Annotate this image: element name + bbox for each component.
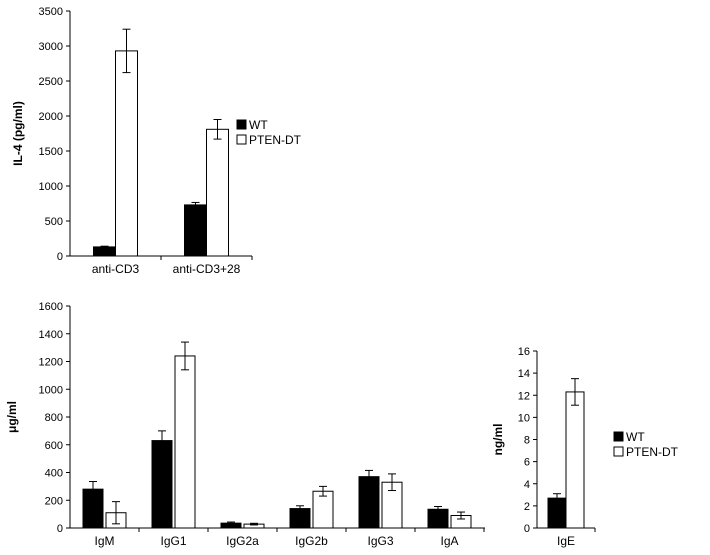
chart-3-y-axis-label: ng/ml — [491, 424, 505, 456]
chart-3-y-tick-label: 12 — [518, 390, 530, 402]
chart-2-y-tick-label: 1400 — [39, 329, 63, 341]
chart-1-category-label: anti-CD3 — [92, 262, 140, 276]
chart-1-y-axis-label: IL-4 (pg/ml) — [11, 101, 25, 166]
chart-2-category-label: IgM — [94, 534, 114, 548]
chart-2-category-label: IgG1 — [160, 534, 186, 548]
chart-3-y-tick-label: 8 — [524, 435, 530, 447]
chart-2-y-tick-label: 200 — [45, 495, 63, 507]
chart-2-y-tick-label: 800 — [45, 412, 63, 424]
chart-2-category-label: IgA — [440, 534, 458, 548]
chart-1-y-tick-label: 1000 — [39, 181, 63, 193]
chart-3-legend-label-pten-dt: PTEN-DT — [626, 445, 679, 459]
chart-1-y-tick-label: 3000 — [39, 41, 63, 53]
chart-1-y-tick-label: 2500 — [39, 76, 63, 88]
chart-2-bar-pten-dt-igg2b — [312, 490, 334, 529]
chart-3-y-tick-label: 10 — [518, 412, 530, 424]
chart-2-y-axis-label: μg/ml — [5, 401, 19, 433]
chart-3-y-tick-label: 4 — [524, 479, 530, 491]
chart-3-y-tick-label: 16 — [518, 346, 530, 358]
chart-2-y-tick-label: 0 — [57, 523, 63, 535]
chart-1-y-tick-label: 3500 — [39, 6, 63, 18]
chart-3-y-tick-label: 0 — [524, 523, 530, 535]
chart-3-y-tick-label: 2 — [524, 501, 530, 513]
chart-1-bar-pten-dt-anti-cd3+28 — [206, 128, 229, 257]
chart-3-legend-swatch-wt — [613, 431, 624, 442]
chart-2-bar-wt-igg3 — [358, 476, 380, 529]
chart-1-bar-pten-dt-anti-cd3 — [115, 50, 138, 257]
chart-2-category-label: IgG2b — [295, 534, 328, 548]
chart-1-bar-wt-anti-cd3+28 — [184, 204, 207, 257]
chart-1-bar-wt-anti-cd3 — [93, 246, 116, 257]
chart-1-legend-label-wt: WT — [249, 118, 268, 132]
chart-1-category-label: anti-CD3+28 — [173, 262, 241, 276]
chart-3-y-tick-label: 14 — [518, 368, 530, 380]
chart-3-category-label: IgE — [557, 534, 575, 548]
chart-1-legend-swatch-pten-dt — [236, 134, 247, 145]
chart-2-y-tick-label: 400 — [45, 468, 63, 480]
chart-2-y-tick-label: 600 — [45, 440, 63, 452]
chart-1-legend-swatch-wt — [236, 119, 247, 130]
chart-2-category-label: IgG3 — [367, 534, 393, 548]
chart-1-y-tick-label: 500 — [45, 216, 63, 228]
chart-2-y-tick-label: 1600 — [39, 301, 63, 313]
chart-2-y-tick-label: 1200 — [39, 357, 63, 369]
chart-3-y-tick-label: 6 — [524, 457, 530, 469]
chart-2-bar-wt-igg1 — [151, 440, 173, 529]
chart-1-y-tick-label: 1500 — [39, 146, 63, 158]
chart-3-legend-label-wt: WT — [626, 430, 645, 444]
chart-1-legend-label-pten-dt: PTEN-DT — [249, 133, 302, 147]
chart-2-category-label: IgG2a — [226, 534, 259, 548]
chart-2-bar-pten-dt-igg1 — [174, 355, 196, 529]
chart-2-y-tick-label: 1000 — [39, 384, 63, 396]
chart-3-bar-pten-dt-ige — [565, 391, 585, 529]
chart-1-y-tick-label: 0 — [57, 251, 63, 263]
chart-3-legend-swatch-pten-dt — [613, 446, 624, 457]
chart-1-y-tick-label: 2000 — [39, 111, 63, 123]
